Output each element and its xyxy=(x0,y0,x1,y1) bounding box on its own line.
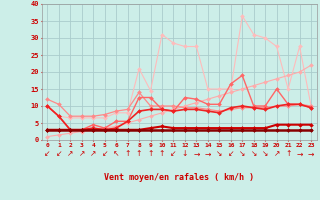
Text: ↗: ↗ xyxy=(90,150,96,158)
Text: ↙: ↙ xyxy=(228,150,234,158)
Text: ↖: ↖ xyxy=(113,150,119,158)
Text: ↙: ↙ xyxy=(170,150,177,158)
Text: ↙: ↙ xyxy=(44,150,51,158)
Text: ↑: ↑ xyxy=(124,150,131,158)
Text: ↑: ↑ xyxy=(285,150,291,158)
Text: ↘: ↘ xyxy=(216,150,222,158)
Text: →: → xyxy=(193,150,200,158)
Text: ↘: ↘ xyxy=(251,150,257,158)
Text: ↙: ↙ xyxy=(56,150,62,158)
Text: ↗: ↗ xyxy=(78,150,85,158)
Text: ↑: ↑ xyxy=(159,150,165,158)
Text: →: → xyxy=(205,150,211,158)
Text: →: → xyxy=(308,150,314,158)
Text: ↓: ↓ xyxy=(182,150,188,158)
Text: ↗: ↗ xyxy=(67,150,74,158)
Text: ↙: ↙ xyxy=(101,150,108,158)
Text: ↑: ↑ xyxy=(147,150,154,158)
Text: ↘: ↘ xyxy=(262,150,268,158)
Text: ↘: ↘ xyxy=(239,150,245,158)
Text: Vent moyen/en rafales ( km/h ): Vent moyen/en rafales ( km/h ) xyxy=(104,173,254,182)
Text: ↑: ↑ xyxy=(136,150,142,158)
Text: ↗: ↗ xyxy=(274,150,280,158)
Text: →: → xyxy=(296,150,303,158)
